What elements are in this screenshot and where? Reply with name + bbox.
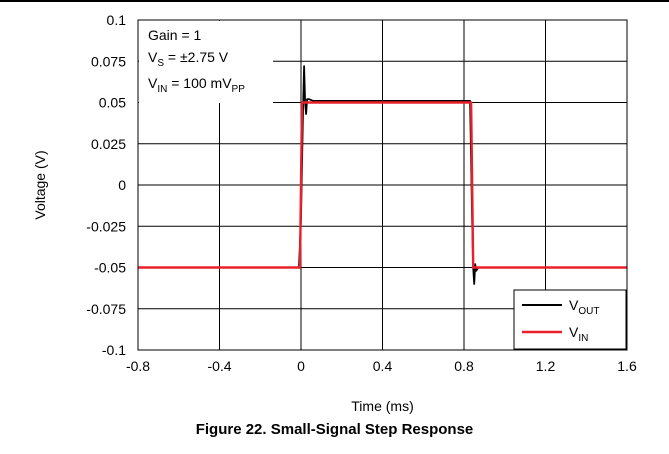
x-tick-label: 0.4 bbox=[373, 358, 393, 374]
y-tick-label: 0.075 bbox=[91, 53, 126, 69]
series-lines bbox=[138, 65, 627, 285]
x-tick-label: -0.4 bbox=[207, 358, 231, 374]
y-tick-label: 0.025 bbox=[91, 136, 126, 152]
annotation-line-3: VIN = 100 mVPP bbox=[148, 75, 245, 95]
y-tick-label: 0.1 bbox=[107, 12, 127, 28]
x-tick-label: -0.8 bbox=[126, 358, 150, 374]
y-tick-label: 0.05 bbox=[99, 95, 126, 111]
series-line-out bbox=[138, 65, 627, 285]
legend-box bbox=[513, 289, 627, 350]
legend: VOUT VIN bbox=[513, 289, 627, 350]
x-ticks: -0.8 -0.4 0 0.4 0.8 1.2 1.6 bbox=[126, 358, 637, 374]
legend-label-in: VIN bbox=[569, 324, 588, 344]
figure-caption: Figure 22. Small-Signal Step Response bbox=[195, 421, 474, 438]
x-tick-label: 0.8 bbox=[454, 358, 474, 374]
x-tick-label: 1.6 bbox=[617, 358, 637, 374]
y-tick-label: 0 bbox=[118, 177, 126, 193]
annotation-line-1: Gain = 1 bbox=[148, 27, 202, 43]
x-axis-label: Time (ms) bbox=[351, 398, 413, 414]
y-tick-label: -0.075 bbox=[86, 301, 126, 317]
y-tick-label: -0.1 bbox=[102, 342, 126, 358]
annotation-background bbox=[139, 21, 273, 103]
y-tick-label: -0.025 bbox=[86, 218, 126, 234]
y-axis-label: Voltage (V) bbox=[32, 150, 48, 219]
y-ticks: -0.1 -0.075 -0.05 -0.025 0 0.025 0.05 0.075 0.1 bbox=[86, 12, 126, 358]
top-rule bbox=[0, 0, 669, 2]
step-response-chart: -0.8 -0.4 0 0.4 0.8 1.2 1.6 -0.1-0.075-0.05-0.… bbox=[32, 12, 637, 414]
series-line-in bbox=[138, 101, 627, 269]
annotation-block: Gain = 1 VS = ±2.75 V VIN = 100 mVPP bbox=[139, 21, 273, 103]
plot-frame bbox=[137, 19, 628, 351]
x-tick-label: 0 bbox=[297, 358, 305, 374]
y-tick-label: -0.05 bbox=[94, 260, 126, 276]
annotation-line-2: VS = ±2.75 V bbox=[148, 49, 229, 69]
x-tick-label: 1.2 bbox=[536, 358, 556, 374]
legend-label-out: VOUT bbox=[569, 297, 599, 317]
